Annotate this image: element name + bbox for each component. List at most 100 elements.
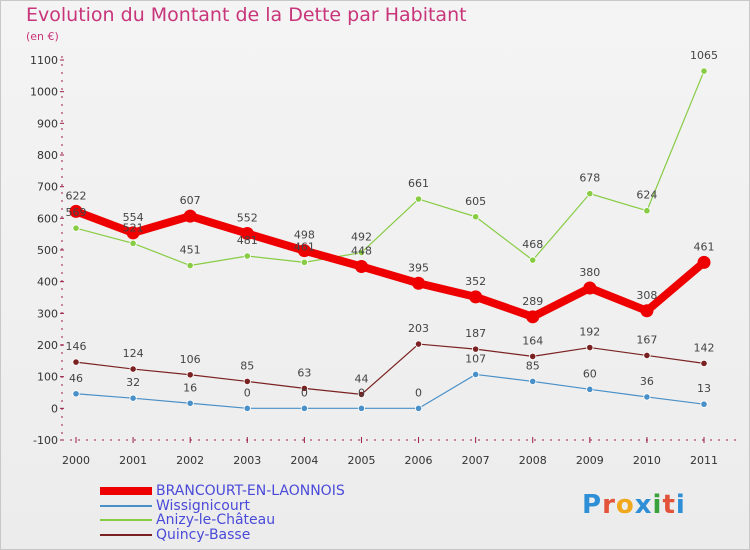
data-point [243,252,251,260]
data-label: 1065 [690,49,718,62]
data-label: 461 [294,240,315,253]
data-point [129,394,137,402]
data-point [240,227,254,241]
y-tick-label: 1100 [30,54,58,67]
y-tick-label: -100 [33,434,58,447]
data-point [586,190,594,198]
data-label: 16 [183,381,197,394]
series-line-Anizy-le-Château [75,70,705,267]
data-point [529,256,537,264]
legend-swatch [100,487,152,496]
x-tick-label: 2000 [62,454,90,467]
data-point [469,290,483,304]
y-tick-label: 300 [37,307,58,320]
data-point [412,276,426,290]
x-tick-label: 2011 [690,454,718,467]
data-label: 0 [301,386,308,399]
data-label: 554 [123,211,144,224]
data-point [300,258,308,266]
series-line-Wissignicourt [75,373,705,409]
data-label: 468 [522,238,543,251]
unit-label: (en €) [26,30,59,43]
x-tick-label: 2001 [119,454,147,467]
data-label: 661 [408,177,429,190]
data-point [186,371,194,379]
logo-letter: i [675,490,686,520]
data-point [69,204,83,218]
logo-letter: r [602,490,616,520]
x-tick-label: 2006 [405,454,433,467]
legend-label: BRANCOURT-EN-LAONNOIS [156,483,345,500]
x-tick-label: 2004 [290,454,318,467]
data-label: 0 [244,386,251,399]
data-label: 124 [123,347,144,360]
y-tick-label: 200 [37,339,58,352]
data-point [243,404,251,412]
y-tick-label: 600 [37,212,58,225]
y-tick-label: 700 [37,181,58,194]
data-label: 461 [694,240,715,253]
data-point [129,239,137,247]
data-label: 192 [579,326,600,339]
data-label: 380 [579,266,600,279]
data-label: 146 [66,340,87,353]
x-tick-label: 2008 [519,454,547,467]
data-label: 352 [465,275,486,288]
data-label: 0 [415,386,422,399]
data-point [243,377,251,386]
data-point [354,259,368,273]
legend-swatch [100,504,152,507]
data-label: 492 [351,231,372,244]
data-point [357,248,366,257]
data-label: 85 [526,359,540,372]
legend-label: Wissignicourt [156,497,250,514]
data-point [529,377,537,386]
data-point [700,359,708,367]
x-tick-label: 2010 [633,454,661,467]
data-point [643,393,651,401]
data-label: 622 [66,189,87,202]
data-label: 13 [697,382,711,395]
legend-item: Anizy-le-Château [100,512,345,528]
data-point [529,352,537,360]
data-point [586,343,594,352]
data-label: 107 [465,352,486,365]
data-label: 167 [636,333,657,346]
data-label: 36 [640,375,654,388]
data-label: 44 [354,372,368,385]
legend-item: BRANCOURT-EN-LAONNOIS [100,483,345,500]
series-line-BRANCOURT-EN-LAONNOIS [74,207,707,321]
logo-letter: P [582,490,603,520]
x-tick-label: 2009 [576,454,604,467]
data-label: 106 [180,353,201,366]
data-label: 85 [240,359,254,372]
y-tick-label: 400 [37,276,58,289]
legend-item: Quincy-Basse [100,527,345,543]
data-point [126,226,140,240]
data-label: 451 [180,244,201,257]
chart-title: Evolution du Montant de la Dette par Hab… [26,4,467,26]
data-label: 63 [297,366,311,379]
data-point [697,255,711,269]
data-point [472,213,480,221]
data-label: 481 [237,234,258,247]
data-label: 448 [351,244,372,257]
series-line-Quincy-Basse [75,343,705,395]
logo-letter: x [634,490,653,520]
data-point [186,261,194,270]
data-point [414,195,423,203]
data-point [300,404,308,412]
logo-letter: t [662,490,676,520]
chart-legend: BRANCOURT-EN-LAONNOIS Wissignicourt Anizy-… [100,483,345,543]
data-point [643,207,651,215]
data-label: 164 [522,334,543,347]
data-point [583,281,597,295]
y-tick-label: 100 [37,371,58,384]
data-point [300,384,308,392]
data-point [357,404,366,412]
data-label: 607 [180,194,201,207]
y-tick-label: 0 [51,402,58,415]
proxiti-logo: Proxiti [582,490,686,520]
data-label: 32 [126,376,140,389]
